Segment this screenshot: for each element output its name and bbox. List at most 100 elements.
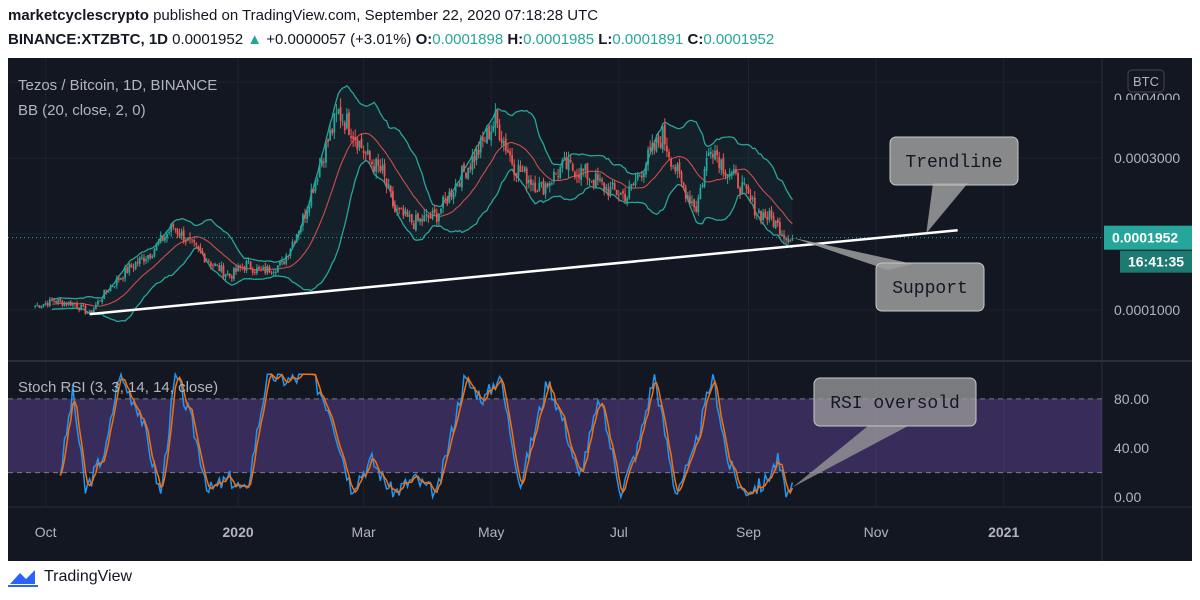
candle-body <box>760 210 762 221</box>
candle-body <box>440 208 442 213</box>
candle-body <box>653 143 656 150</box>
candle-body <box>159 235 162 243</box>
candle-body <box>345 113 348 129</box>
candle-body <box>477 149 480 155</box>
candle-body <box>684 187 687 200</box>
candle-body <box>207 261 210 263</box>
candle-body <box>241 267 244 269</box>
candle-body <box>132 267 135 269</box>
symbol-info: BINANCE:XTZBTC, 1D 0.0001952 ▲ +0.000005… <box>8 31 774 48</box>
price-tick-label-top: 0.0004000 <box>1114 90 1180 106</box>
candle-body <box>105 290 108 292</box>
rsi-tick-label: 80.00 <box>1114 391 1149 407</box>
candle-body <box>726 174 729 177</box>
candle-body <box>509 151 511 156</box>
candle-body <box>210 262 212 266</box>
candle-body <box>693 199 696 208</box>
countdown-tag-text: 16:41:35 <box>1128 254 1184 270</box>
author-name[interactable]: marketcyclescrypto <box>8 7 149 24</box>
candle-body <box>594 173 597 188</box>
candle-body <box>720 159 723 171</box>
close-value: 0.0001952 <box>703 31 775 48</box>
candle-body <box>672 165 675 167</box>
candle-body <box>42 304 45 307</box>
low-value: 0.0001891 <box>612 31 684 48</box>
candle-body <box>59 298 62 301</box>
candle-body <box>375 158 378 172</box>
candle-body <box>634 180 637 186</box>
candle-body <box>107 291 110 293</box>
candle-body <box>279 261 281 265</box>
candle-body <box>61 301 64 306</box>
symbol-name: BINANCE:XTZBTC, 1D <box>8 31 168 48</box>
chart-title: Tezos / Bitcoin, 1D, BINANCE <box>18 77 217 94</box>
candle-body <box>724 172 727 177</box>
bb-upper-line <box>51 84 793 300</box>
candle-body <box>433 209 436 213</box>
rsi-tick-label: 0.00 <box>1114 489 1141 505</box>
candle-body <box>174 228 177 230</box>
candle-body <box>147 255 150 260</box>
candle-body <box>343 122 346 131</box>
candle-body <box>699 187 702 200</box>
candle-body <box>689 196 691 204</box>
candle-body <box>553 171 555 182</box>
candle-body <box>542 180 545 195</box>
candle-body <box>712 154 714 158</box>
candle-body <box>781 234 783 237</box>
candle-body <box>197 245 200 249</box>
candle-body <box>205 260 208 262</box>
candle-body <box>739 187 742 194</box>
candle-body <box>166 233 168 239</box>
candle-body <box>532 183 534 185</box>
candle-body <box>394 204 396 212</box>
time-tick-label: Mar <box>352 524 376 540</box>
candle-body <box>120 277 122 280</box>
candle-body <box>182 230 185 242</box>
candle-body <box>435 213 438 222</box>
candle-body <box>124 267 127 279</box>
candle-body <box>134 262 137 270</box>
candle-body <box>189 237 191 239</box>
candle-body <box>295 234 298 243</box>
candle-body <box>256 267 258 274</box>
candle-body <box>331 129 334 134</box>
time-tick-label: Nov <box>864 524 889 540</box>
candle-body <box>530 179 532 185</box>
candle-body <box>737 173 739 189</box>
candle-body <box>596 174 599 181</box>
candle-body <box>36 305 39 307</box>
candle-body <box>155 243 158 251</box>
candle-body <box>490 131 493 141</box>
time-tick-label: Oct <box>35 524 57 540</box>
trendline-callout: Trendline <box>889 136 1019 234</box>
candle-body <box>214 263 216 266</box>
candle-body <box>74 302 76 304</box>
candle-body <box>609 186 612 196</box>
candle-body <box>603 182 606 191</box>
candle-body <box>454 183 457 193</box>
chart-svg[interactable]: Trendline Support Tezos / Bitcoin, 1D, BIN… <box>8 58 1192 561</box>
candle-body <box>645 164 647 175</box>
candle-body <box>718 156 721 169</box>
candle-body <box>615 189 618 196</box>
candle-body <box>743 182 746 184</box>
rsi-oversold-callout-text: RSI oversold <box>830 394 960 414</box>
candle-body <box>337 109 340 114</box>
candle-body <box>126 267 129 273</box>
candle-body <box>502 140 505 145</box>
candle-body <box>391 191 394 207</box>
candle-body <box>366 149 369 155</box>
candle-body <box>385 178 388 187</box>
candle-body <box>341 121 344 122</box>
candle-body <box>423 215 426 222</box>
chart-panel: Trendline Support Tezos / Bitcoin, 1D, BIN… <box>8 58 1192 561</box>
candle-body <box>458 182 461 187</box>
brand-text[interactable]: TradingView <box>44 568 133 585</box>
candle-body <box>659 142 662 148</box>
candle-body <box>113 285 116 287</box>
candle-body <box>617 195 620 197</box>
tradingview-logo-icon[interactable] <box>8 567 38 587</box>
candle-body <box>446 199 449 204</box>
candle-body <box>230 276 233 279</box>
